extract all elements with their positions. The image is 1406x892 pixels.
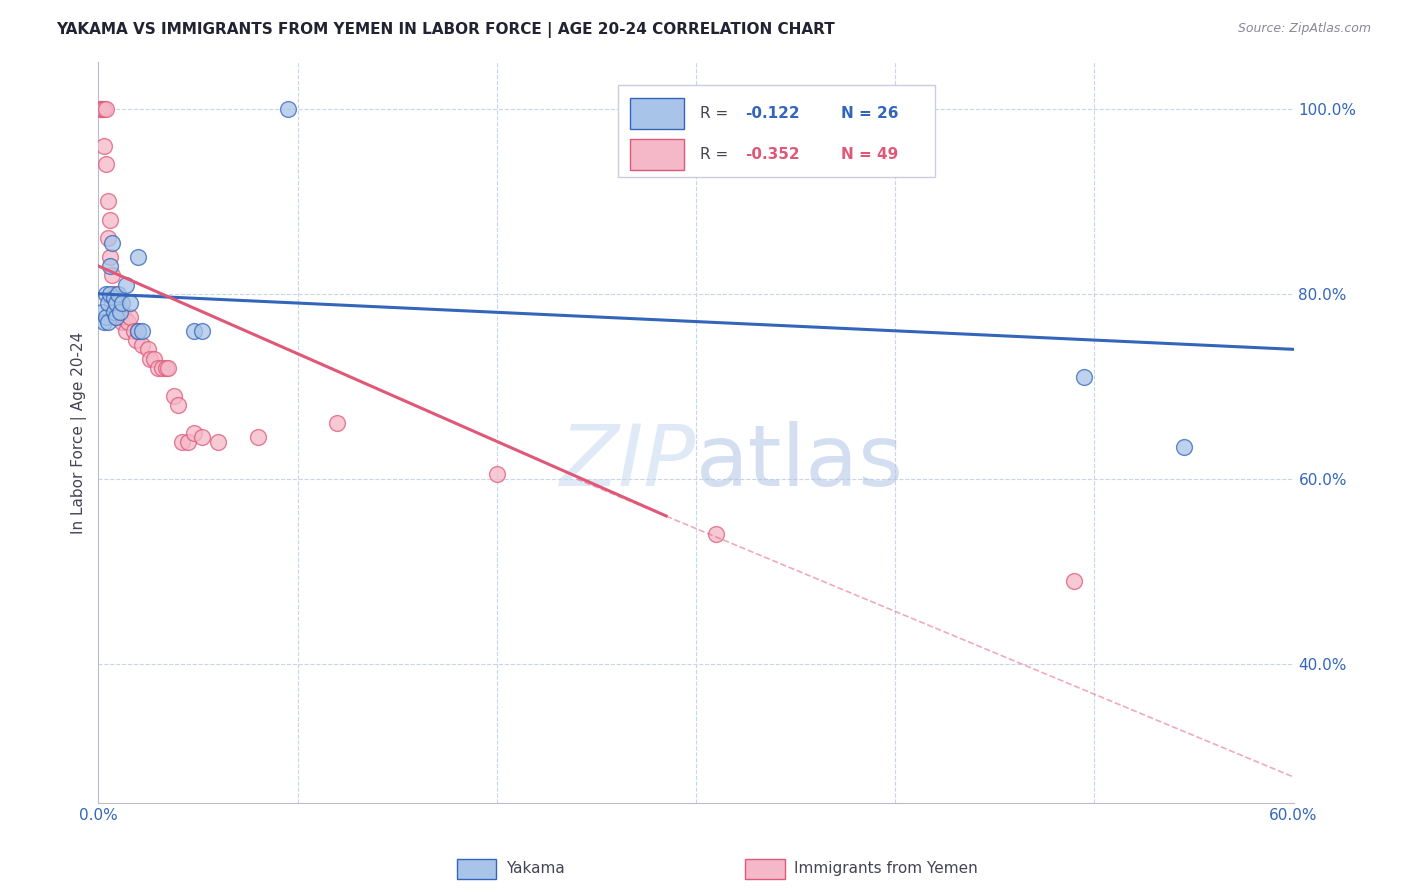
Text: Immigrants from Yemen: Immigrants from Yemen (794, 862, 979, 876)
Text: N = 49: N = 49 (841, 147, 898, 162)
Point (1173, 440, 1195, 454)
Point (485, 467, 508, 482)
Point (111, 296, 134, 310)
Point (131, 324, 153, 338)
Point (105, 296, 128, 310)
Point (96, 102, 118, 116)
Point (110, 310, 132, 324)
Point (139, 351, 162, 366)
Point (704, 527, 727, 541)
Point (112, 310, 135, 324)
Point (97, 231, 120, 245)
Point (120, 310, 142, 324)
Point (150, 360, 173, 375)
Text: ZIP: ZIP (560, 421, 696, 504)
Point (97, 315, 120, 329)
Text: -0.122: -0.122 (745, 106, 800, 121)
Text: -0.352: -0.352 (745, 147, 800, 162)
Point (117, 315, 139, 329)
Point (97, 296, 120, 310)
Y-axis label: In Labor Force | Age 20-24: In Labor Force | Age 20-24 (72, 332, 87, 533)
Point (127, 324, 149, 338)
Point (103, 286, 125, 301)
Point (127, 250, 149, 264)
Point (96, 157, 118, 171)
Text: Source: ZipAtlas.com: Source: ZipAtlas.com (1237, 22, 1371, 36)
Point (1063, 574, 1085, 588)
Point (107, 305, 129, 319)
Point (105, 305, 128, 319)
Point (124, 324, 146, 338)
Point (91, 102, 114, 116)
Point (100, 212, 122, 227)
Point (103, 310, 125, 324)
Point (115, 277, 138, 292)
Point (207, 434, 229, 449)
Point (107, 296, 129, 310)
Point (100, 286, 122, 301)
Point (136, 343, 159, 357)
Point (177, 434, 200, 449)
Point (101, 296, 124, 310)
Point (96, 310, 118, 324)
Point (246, 430, 269, 444)
FancyBboxPatch shape (630, 98, 685, 129)
Text: atlas: atlas (696, 421, 904, 504)
Point (131, 337, 153, 351)
Text: Yakama: Yakama (506, 862, 565, 876)
FancyBboxPatch shape (630, 138, 685, 169)
Point (155, 360, 177, 375)
Point (111, 305, 134, 319)
Point (101, 235, 124, 250)
Point (105, 310, 128, 324)
Point (91, 102, 114, 116)
Point (97, 194, 120, 209)
Point (110, 305, 132, 319)
Point (111, 315, 134, 329)
Point (107, 286, 129, 301)
Point (167, 398, 190, 412)
Point (93, 102, 115, 116)
Point (91, 305, 114, 319)
Point (191, 324, 214, 338)
Point (172, 434, 194, 449)
Point (183, 425, 205, 440)
Point (93, 315, 115, 329)
Point (183, 324, 205, 338)
Point (115, 324, 138, 338)
Point (96, 286, 118, 301)
Text: YAKAMA VS IMMIGRANTS FROM YEMEN IN LABOR FORCE | AGE 20-24 CORRELATION CHART: YAKAMA VS IMMIGRANTS FROM YEMEN IN LABOR… (56, 22, 835, 38)
Point (326, 417, 349, 431)
Point (103, 292, 125, 306)
Point (89, 102, 111, 116)
Text: R =: R = (700, 106, 733, 121)
Point (1073, 370, 1095, 384)
Point (120, 296, 142, 310)
Point (125, 333, 148, 347)
Text: N = 26: N = 26 (841, 106, 898, 121)
Point (103, 305, 125, 319)
Text: R =: R = (700, 147, 733, 162)
Point (100, 259, 122, 273)
Point (148, 360, 170, 375)
Point (277, 102, 299, 116)
FancyBboxPatch shape (619, 85, 935, 178)
Point (127, 324, 149, 338)
Point (101, 268, 124, 283)
Point (157, 360, 180, 375)
Point (191, 430, 214, 444)
Point (93, 138, 115, 153)
Point (163, 389, 186, 403)
Point (143, 351, 166, 366)
Point (100, 250, 122, 264)
Point (105, 296, 128, 310)
